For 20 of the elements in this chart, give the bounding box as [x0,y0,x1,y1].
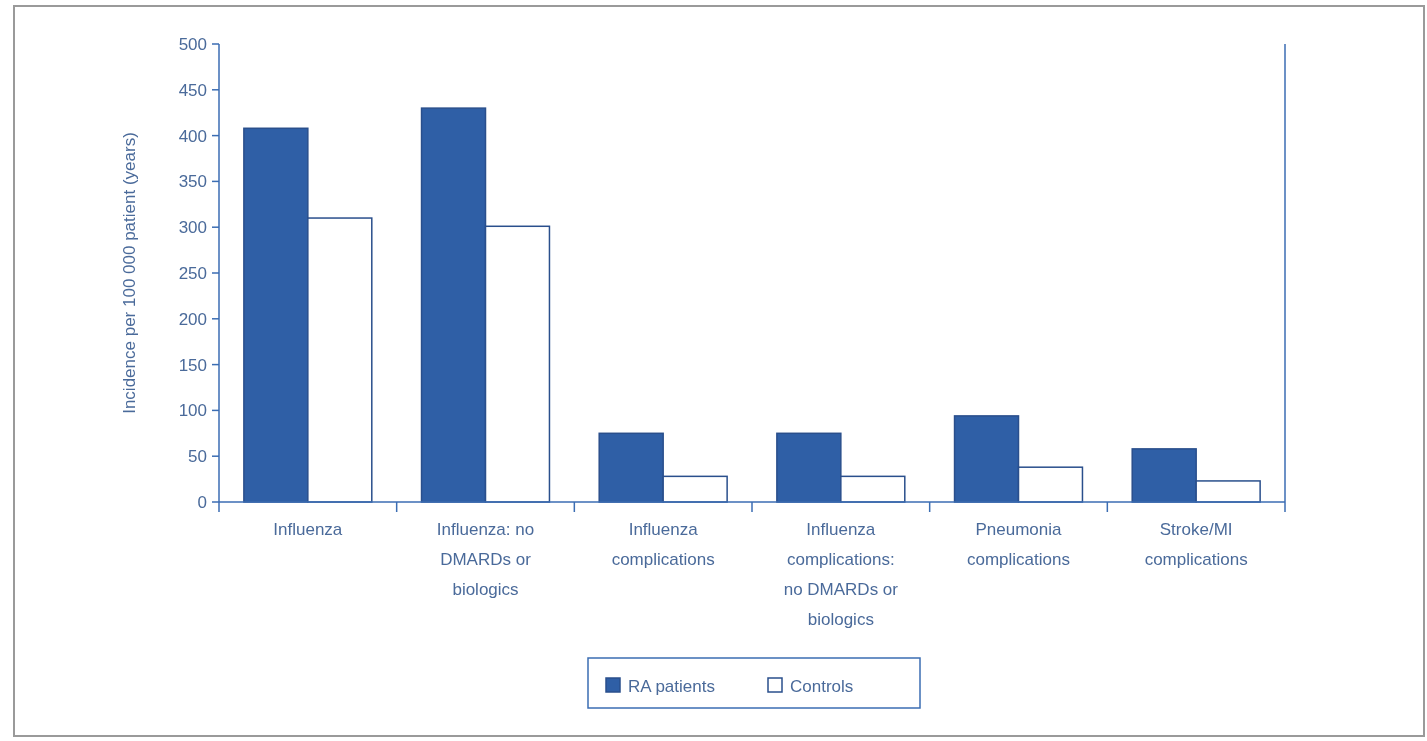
y-tick-label: 400 [178,126,207,146]
y-tick-label: 500 [178,34,207,54]
legend-label: RA patients [628,676,715,696]
y-tick-label: 50 [188,447,207,467]
y-axis-title: Incidence per 100 000 patient (years) [120,132,139,414]
y-tick-label: 0 [197,492,207,512]
x-tick-label: Stroke/MI complications [1144,520,1248,569]
y-tick-label: 250 [178,263,207,283]
x-tick-label: Pneumonia complications [967,520,1070,569]
y-tick-label: 100 [178,401,207,421]
y-tick-label: 350 [178,172,207,192]
y-tick-label: 200 [178,309,207,329]
x-tick-label: Influenza complications [611,520,715,569]
legend-label: Controls [790,676,854,696]
x-tick-label: Influenza complications: no DMARDs or biologics [783,520,899,629]
x-tick-label: Influenza [273,520,343,539]
x-tick-label: Influenza: no DMARDs or biologics [436,520,535,599]
y-tick-label: 150 [178,355,207,375]
y-tick-label: 450 [178,80,207,100]
y-tick-label: 300 [178,218,207,238]
